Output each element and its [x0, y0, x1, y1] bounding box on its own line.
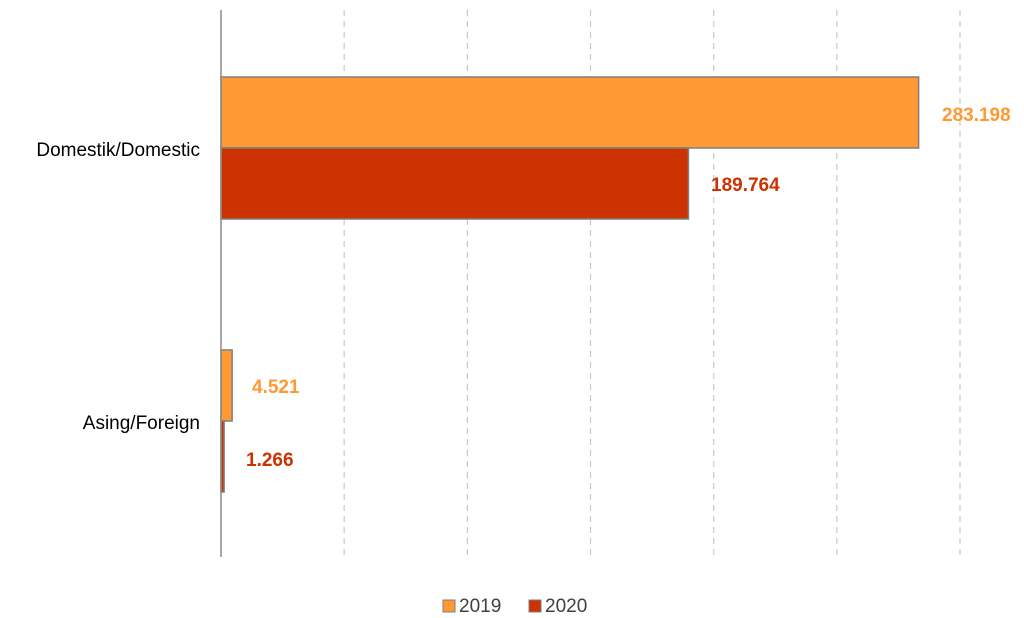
- data-label-2020-foreign: 1.266: [246, 450, 294, 471]
- legend: 2019 2020: [442, 596, 587, 617]
- legend-swatch-2019: [442, 599, 456, 613]
- legend-label-2020: 2020: [545, 596, 587, 617]
- data-label-2020-domestic: 189.764: [711, 175, 780, 196]
- data-label-2019-foreign: 4.521: [252, 377, 300, 398]
- legend-swatch-2020: [528, 599, 542, 613]
- data-label-2019-domestic: 283.198: [942, 105, 1011, 126]
- bar-2020-domestic: [220, 147, 690, 220]
- legend-label-2019: 2019: [459, 596, 501, 617]
- category-label-domestic: Domestik/Domestic: [36, 140, 200, 161]
- bars: [220, 76, 920, 493]
- category-label-foreign: Asing/Foreign: [83, 413, 200, 434]
- bar-2019-foreign: [220, 349, 233, 422]
- bar-2019-domestic: [220, 76, 920, 149]
